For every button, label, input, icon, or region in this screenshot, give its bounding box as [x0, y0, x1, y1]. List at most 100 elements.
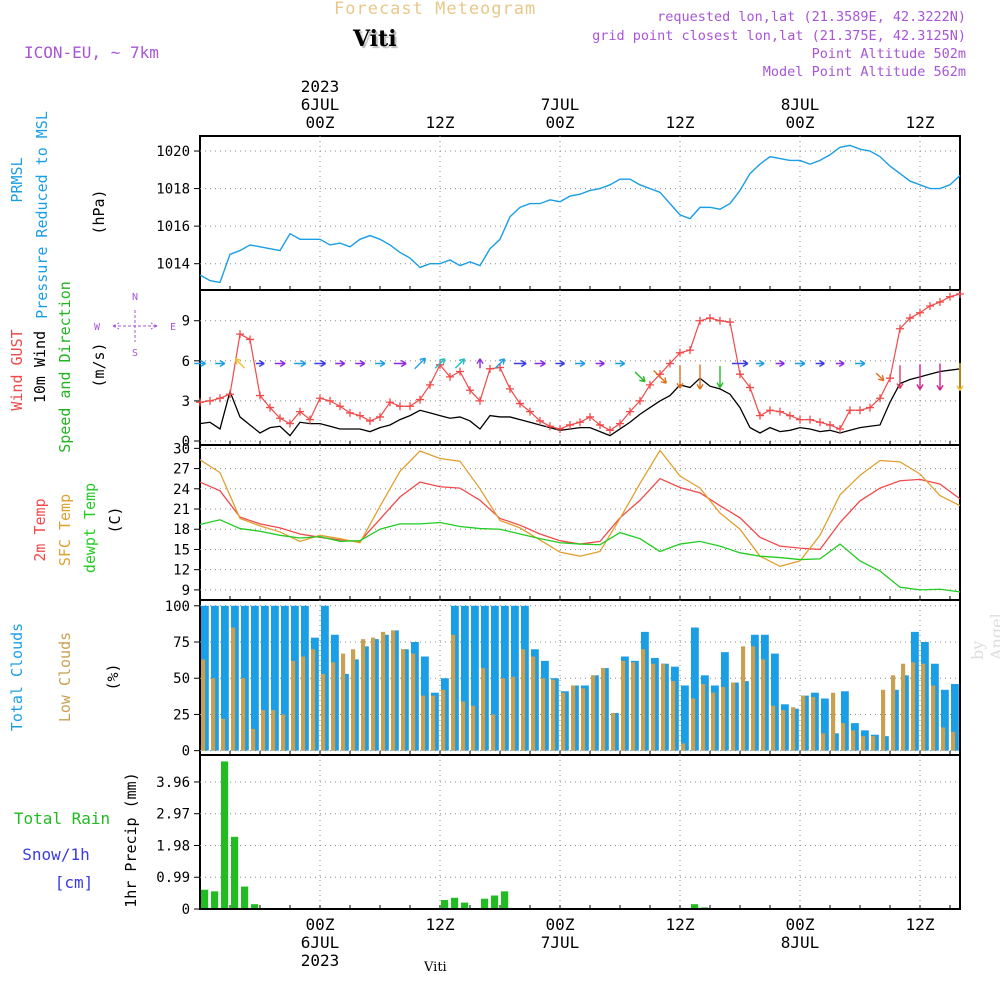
- wind-direction-arrow: [355, 359, 366, 368]
- low-cloud-bar: [531, 656, 536, 751]
- direction-label: Speed and Direction: [56, 281, 74, 453]
- gust-marker: [646, 380, 654, 389]
- gust-marker: [896, 324, 904, 333]
- gust-marker: [726, 318, 734, 327]
- gust-marker: [516, 399, 524, 408]
- pressure-unit: (hPa): [90, 189, 108, 234]
- low-cloud-bar: [521, 649, 526, 751]
- top-time-label: 6JUL: [301, 95, 340, 114]
- low-cloud-bar: [361, 639, 366, 751]
- low-cloud-bar: [691, 698, 696, 751]
- y-tick-label: 0: [182, 902, 190, 918]
- y-tick-label: 1.98: [156, 838, 190, 854]
- gridpoint-coords: grid point closest lon,lat (21.375E, 42.…: [592, 28, 966, 44]
- gust-marker: [276, 414, 284, 423]
- wind-direction-arrow: [194, 359, 206, 368]
- low-cloud-bar: [941, 727, 946, 751]
- low-cloud-bar: [661, 663, 666, 751]
- low-cloud-bar: [371, 637, 376, 751]
- gust-marker: [606, 426, 614, 435]
- bottom-time-label: 12Z: [426, 915, 455, 934]
- y-tick-label: 100: [165, 599, 190, 615]
- wind-direction-arrow: [936, 363, 944, 391]
- gust-marker: [226, 390, 234, 399]
- gust-marker: [946, 292, 954, 301]
- gust-marker: [366, 416, 374, 425]
- gust-marker: [476, 396, 484, 405]
- low-cloud-bar: [351, 649, 356, 751]
- gust-marker: [536, 416, 544, 425]
- gust-marker: [286, 419, 294, 428]
- low-cloud-bar: [751, 646, 756, 751]
- low-cloud-bar: [721, 686, 726, 751]
- low-cloud-bar: [931, 685, 936, 751]
- low-cloud-bar: [291, 660, 296, 751]
- low-clouds-label: Low Clouds: [56, 632, 74, 722]
- bottom-time-label: 00Z: [306, 915, 335, 934]
- low-cloud-bar: [211, 678, 216, 751]
- compass-rose-icon: [112, 310, 158, 342]
- low-cloud-bar: [791, 707, 796, 751]
- low-cloud-bar: [581, 688, 586, 751]
- gust-marker: [666, 359, 674, 368]
- rain-bar: [231, 836, 239, 909]
- low-cloud-bar: [421, 695, 426, 751]
- y-tick-label: 30: [173, 441, 190, 457]
- gust-marker: [906, 314, 914, 323]
- y-tick-label: 12: [173, 563, 190, 579]
- low-cloud-bar: [911, 662, 916, 751]
- gust-marker: [456, 367, 464, 376]
- wind-direction-arrow: [555, 359, 565, 368]
- total-cloud-bar: [271, 605, 279, 751]
- low-cloud-bar: [501, 678, 506, 751]
- gust-marker: [926, 302, 934, 311]
- low-cloud-bar: [901, 663, 906, 751]
- gust-marker: [846, 406, 854, 415]
- gust-marker: [296, 407, 304, 416]
- low-cloud-bar: [611, 712, 616, 751]
- wind-direction-arrow: [414, 357, 426, 370]
- total-cloud-bar: [821, 698, 829, 751]
- gust-marker: [406, 402, 414, 411]
- top-time-label: 8JUL: [781, 95, 820, 114]
- total-cloud-bar: [951, 684, 959, 751]
- meteogram-title: Forecast Meteogram: [334, 0, 537, 19]
- gust-marker: [806, 415, 814, 424]
- total-cloud-bar: [461, 605, 469, 751]
- total-cloud-bar: [281, 605, 289, 751]
- low-cloud-bar: [841, 723, 846, 751]
- low-cloud-bar: [741, 646, 746, 751]
- gust-marker: [206, 396, 214, 405]
- low-cloud-bar: [511, 676, 516, 751]
- low-cloud-bar: [321, 673, 326, 751]
- low-cloud-bar: [781, 710, 786, 751]
- y-tick-label: 18: [173, 522, 190, 538]
- low-cloud-bar: [261, 710, 266, 751]
- rain-bar: [441, 900, 449, 909]
- gust-marker: [556, 424, 564, 433]
- low-cloud-bar: [631, 662, 636, 751]
- low-cloud-bar: [271, 710, 276, 751]
- total-cloud-bar: [771, 653, 779, 751]
- wind-direction-arrow: [234, 358, 246, 369]
- gust-marker: [616, 419, 624, 428]
- gust-marker: [956, 290, 964, 299]
- bottom-time-label: 12Z: [906, 915, 935, 934]
- gust-marker: [336, 402, 344, 411]
- y-tick-label: 27: [173, 462, 190, 478]
- total-cloud-bar: [221, 605, 229, 751]
- gust-marker: [566, 420, 574, 429]
- low-cloud-bar: [571, 685, 576, 751]
- wind-direction-arrow: [595, 359, 605, 368]
- low-cloud-bar: [821, 733, 826, 751]
- gust-marker: [746, 383, 754, 392]
- total-cloud-bar: [841, 691, 849, 751]
- bottom-time-label: 6JUL: [301, 933, 340, 952]
- y-tick-label: 25: [173, 707, 190, 723]
- wind-direction-arrow: [896, 365, 904, 389]
- low-cloud-bar: [311, 649, 316, 751]
- rain-label: Total Rain: [14, 809, 110, 828]
- gust-marker: [586, 412, 594, 421]
- low-cloud-bar: [401, 649, 406, 751]
- wind-direction-arrow: [314, 359, 326, 368]
